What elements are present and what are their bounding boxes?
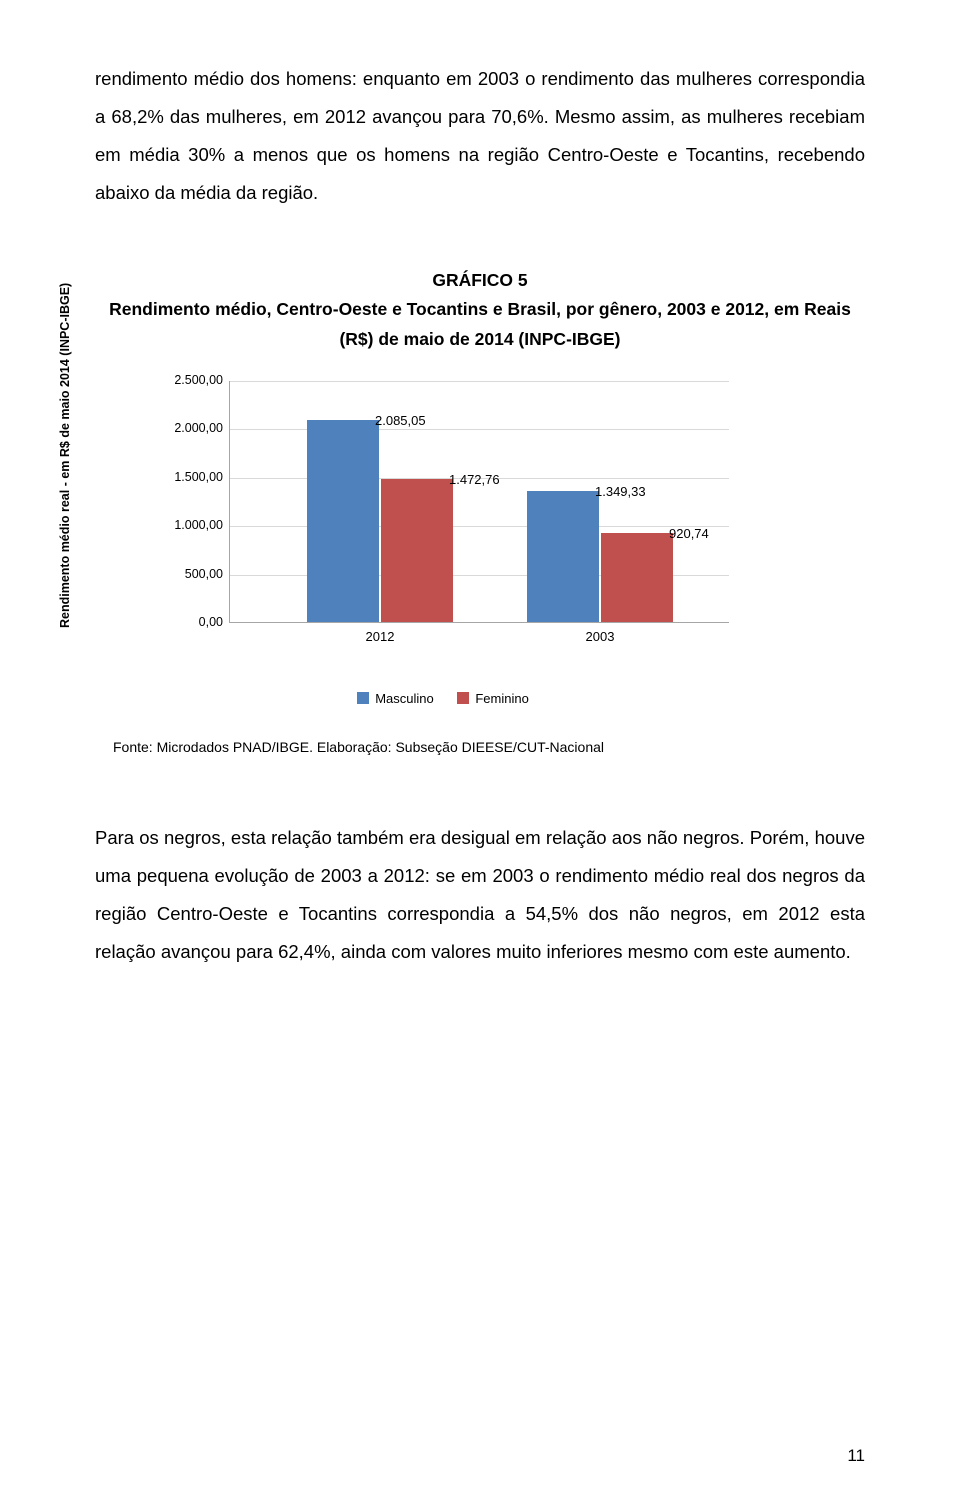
y-tick-label: 0,00	[153, 615, 223, 629]
legend-item-feminino: Feminino	[457, 691, 528, 706]
y-tick-label: 2.500,00	[153, 373, 223, 387]
chart-title: Rendimento médio, Centro-Oeste e Tocanti…	[95, 295, 865, 355]
chart-gridline	[230, 381, 729, 382]
page-number: 11	[847, 1446, 865, 1466]
chart-gridline	[230, 526, 729, 527]
chart-label: GRÁFICO 5	[95, 266, 865, 296]
paragraph-outro: Para os negros, esta relação também era …	[95, 819, 865, 971]
paragraph-intro: rendimento médio dos homens: enquanto em…	[95, 60, 865, 212]
chart-bar	[307, 420, 379, 622]
chart-gridline	[230, 429, 729, 430]
y-tick-label: 500,00	[153, 567, 223, 581]
chart-value-label: 2.085,05	[375, 413, 426, 428]
chart-container: Rendimento médio real - em R$ de maio 20…	[123, 373, 763, 708]
chart-title-block: GRÁFICO 5 Rendimento médio, Centro-Oeste…	[95, 266, 865, 355]
chart-value-label: 1.349,33	[595, 484, 646, 499]
chart-bar	[601, 533, 673, 622]
legend-item-masculino: Masculino	[357, 691, 434, 706]
legend-label-masculino: Masculino	[375, 691, 434, 706]
chart-source: Fonte: Microdados PNAD/IBGE. Elaboração:…	[113, 739, 865, 755]
chart-value-label: 1.472,76	[449, 472, 500, 487]
y-tick-label: 2.000,00	[153, 421, 223, 435]
y-tick-label: 1.500,00	[153, 470, 223, 484]
chart-bar	[381, 479, 453, 622]
y-axis-label: Rendimento médio real - em R$ de maio 20…	[58, 408, 72, 628]
legend-swatch-masculino	[357, 692, 369, 704]
chart-legend: Masculino Feminino	[123, 691, 763, 708]
legend-swatch-feminino	[457, 692, 469, 704]
chart-bar	[527, 491, 599, 622]
legend-label-feminino: Feminino	[475, 691, 528, 706]
chart-value-label: 920,74	[669, 526, 709, 541]
y-tick-label: 1.000,00	[153, 518, 223, 532]
chart-plot-area: 2.085,051.472,7620121.349,33920,742003	[229, 381, 729, 623]
x-category-label: 2003	[570, 629, 630, 644]
x-category-label: 2012	[350, 629, 410, 644]
